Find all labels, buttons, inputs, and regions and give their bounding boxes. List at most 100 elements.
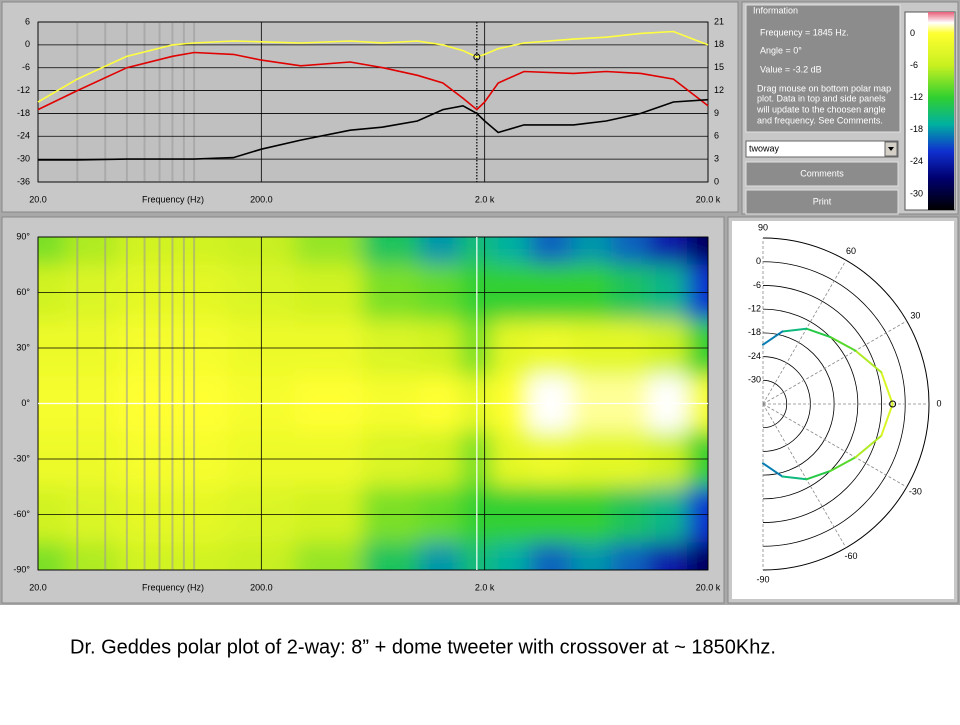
y2-tick-label: 3 — [714, 154, 719, 164]
plot-area — [37, 21, 709, 183]
polar-curve-segment — [829, 335, 857, 352]
heat-cell — [169, 486, 229, 544]
heat-cell — [169, 542, 229, 570]
heat-cell — [169, 237, 229, 266]
colorbar-tick-label: -6 — [910, 60, 918, 70]
heat-cell — [419, 320, 461, 377]
y-tick-label: 6 — [25, 16, 30, 26]
colorbar-tick-label: 0 — [910, 28, 915, 38]
heat-cell — [648, 486, 689, 544]
heat-cell — [459, 542, 493, 570]
heat-cell — [571, 542, 612, 570]
heat-cell — [648, 320, 689, 377]
colorbar-tick-label: -18 — [910, 124, 923, 134]
dropdown-arrow[interactable] — [888, 147, 894, 151]
info-help: will update to the choosen angle — [756, 104, 886, 114]
y2-tick-label: 15 — [714, 62, 724, 72]
y-tick-label: -12 — [17, 85, 30, 95]
heat-cell — [491, 264, 531, 322]
heat-cell — [227, 486, 296, 544]
heat-cell — [687, 320, 708, 377]
heat-cell — [648, 431, 689, 488]
x-tick-label: 2.0 k — [475, 194, 495, 204]
info-frame — [745, 4, 901, 133]
colorbar-tick-label: -12 — [910, 92, 923, 102]
heat-cell — [38, 320, 67, 377]
x-tick-label: 20.0 — [29, 582, 47, 592]
cursor-marker — [473, 53, 481, 61]
heat-cell — [610, 264, 650, 322]
heat-cell — [529, 264, 573, 322]
y2-tick-label: 9 — [714, 108, 719, 118]
heat-cell — [610, 237, 650, 266]
heat-cell — [294, 320, 364, 377]
colorbar-tick-label: -24 — [910, 156, 923, 166]
series-line — [38, 98, 709, 161]
heat-cell — [169, 264, 229, 322]
heat-cell — [227, 237, 296, 266]
polar-curve-segment — [829, 456, 857, 473]
caption: Dr. Geddes polar plot of 2-way: 8” + dom… — [70, 636, 776, 658]
heat-cell — [419, 264, 461, 322]
y-tick-label: 0 — [25, 39, 30, 49]
dropdown-box[interactable] — [745, 140, 899, 158]
heat-cell — [227, 320, 296, 377]
theta-tick-label: -60 — [844, 551, 857, 561]
heat-cell — [65, 431, 120, 488]
heat-cell — [491, 237, 531, 266]
heat-cell — [65, 264, 120, 322]
polar-curve-segment — [880, 403, 894, 437]
x-axis-label: Frequency (Hz) — [142, 582, 204, 592]
series-line — [37, 30, 709, 103]
y-tick-label: -90° — [13, 564, 30, 574]
button-label[interactable]: Print — [813, 196, 832, 206]
info-frequency: Frequency = 1845 Hz. — [760, 27, 849, 37]
polar-curve-segment — [762, 462, 784, 478]
polar-radial-line — [762, 320, 907, 405]
heat-cell — [294, 542, 364, 570]
polar-curve-segment — [805, 470, 832, 481]
polar-curve-segment — [854, 434, 883, 459]
heat-cell — [687, 486, 708, 544]
heat-cell — [648, 542, 689, 570]
heat-cell — [362, 431, 421, 488]
heat-cell — [529, 542, 573, 570]
r-tick-label: 0 — [756, 256, 761, 266]
heat-cell — [459, 264, 493, 322]
heat-cell — [227, 542, 296, 570]
heat-cell — [571, 486, 612, 544]
heat-cell — [491, 542, 531, 570]
heat-cell — [610, 320, 650, 377]
y-tick-label: -36 — [17, 176, 30, 186]
y2-tick-label: 0 — [714, 176, 719, 186]
polar-ring — [762, 379, 787, 429]
button[interactable]: Print — [745, 189, 899, 215]
button-label[interactable]: Comments — [800, 168, 844, 178]
r-tick-label: -30 — [748, 375, 761, 385]
heat-cell — [227, 431, 296, 488]
heat-cell — [687, 264, 708, 322]
polar-radial-line — [762, 403, 847, 548]
polar-curve-segment — [781, 327, 808, 333]
y-tick-label: 0° — [21, 398, 30, 408]
theta-tick-label: 30 — [910, 310, 920, 320]
y-tick-label: -30 — [17, 154, 30, 164]
dropdown[interactable]: twoway — [745, 140, 899, 158]
heat-cell — [65, 542, 120, 570]
colorbar-tick-label: -30 — [910, 188, 923, 198]
heat-cell — [38, 542, 67, 570]
heat-cell — [648, 264, 689, 322]
button-frame[interactable] — [745, 189, 899, 215]
button[interactable]: Comments — [745, 161, 899, 187]
heat-cell — [294, 264, 364, 322]
polar-curve-segment — [805, 327, 832, 338]
heat-cell — [65, 486, 120, 544]
dropdown-value[interactable]: twoway — [749, 143, 780, 153]
heat-cell — [38, 431, 67, 488]
button-frame[interactable] — [745, 161, 899, 187]
heat-cell — [419, 431, 461, 488]
x-tick-label: 20.0 k — [696, 582, 721, 592]
y-tick-label: -6 — [22, 62, 30, 72]
y-tick-label: 60° — [16, 287, 30, 297]
